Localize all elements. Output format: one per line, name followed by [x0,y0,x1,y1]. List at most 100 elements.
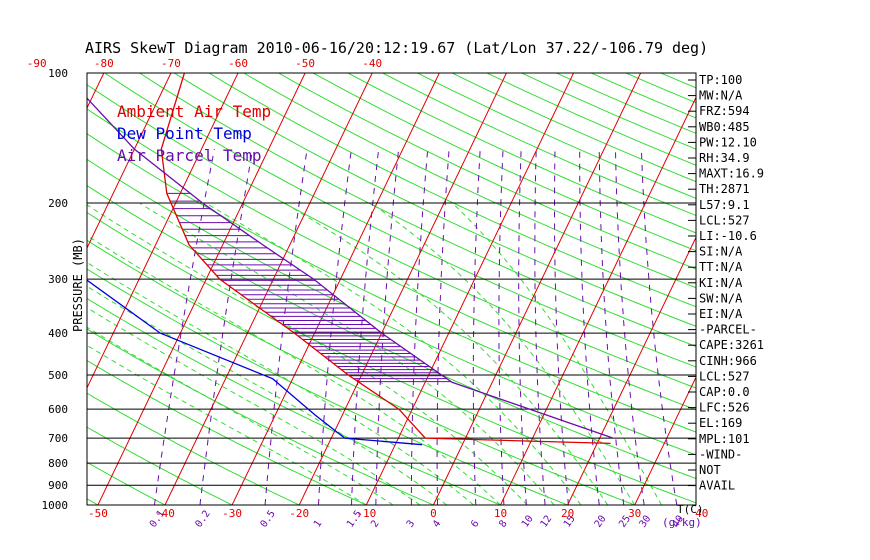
isotherm-line [97,73,306,505]
mixing-ratio-lines [153,149,678,505]
pressure-tick-label: 300 [48,273,68,286]
index-label: EI:N/A [699,307,743,321]
dry-adiabat-line [87,359,367,505]
legend-dew-point-temp: Dew Point Temp [117,124,252,143]
dry-adiabat-line [87,158,696,456]
bottom-temp-tick-label: -50 [88,507,108,520]
index-label: LI:-10.6 [699,229,757,243]
legend: Ambient Air Temp Dew Point Temp Air Parc… [117,102,271,165]
cape-hatching [166,192,451,383]
dry-adiabat-line [139,73,696,348]
moist-adiabat-line [370,202,636,505]
mixing-ratio-line [518,149,527,505]
index-label: SI:N/A [699,245,743,259]
moist-adiabat-line [87,285,448,505]
mixing-ratio-label: 6 [469,518,481,529]
isotherm-line [365,73,574,505]
index-label: TH:2871 [699,182,750,196]
isobars [87,73,696,505]
top-temp-tick-label: -90 [27,57,47,70]
dry-adiabat-line [87,392,300,505]
index-label: KI:N/A [699,276,743,290]
index-label: EL:169 [699,416,742,430]
mixing-ratio-line [579,149,600,505]
legend-air-parcel-temp: Air Parcel Temp [117,146,262,165]
bottom-temp-tick-label: 30 [628,507,641,520]
pressure-tick-label: 100 [48,67,68,80]
dry-adiabat-line [87,328,434,505]
mixing-ratio-line [640,149,678,505]
mixing-ratio-label: 4 [431,518,443,529]
mixing-ratio-line [351,149,380,505]
top-temp-tick-label: -60 [228,57,248,70]
moist-adiabat-line [87,204,528,505]
mixing-ratio-line [199,149,254,505]
bottom-temp-tick-label: 20 [561,507,574,520]
isotherm-line [567,236,696,505]
isotherm-line [500,96,696,505]
dry-adiabat-line [87,426,233,505]
isotherms [87,73,696,505]
dry-adiabat-line [382,73,696,217]
mixing-ratio-line [615,149,645,505]
index-label: CAP:0.0 [699,385,750,399]
mixing-ratio-label: 10 [520,514,536,530]
mixing-ratio-line [554,149,569,505]
temp-unit-label: T(C) [677,503,704,516]
dry-adiabat-line [0,73,31,505]
profile-lines [87,73,614,446]
mixing-ratio-label: 8 [497,518,509,529]
bottom-temp-tick-label: 0 [430,507,437,520]
isotherm-line [87,73,172,250]
index-label: FRZ:594 [699,104,750,118]
index-label: MW:N/A [699,89,743,103]
mixing-ratio-label: 0.2 [193,509,212,530]
index-label: TP:100 [699,73,742,87]
pressure-tick-label: 500 [48,369,68,382]
dry-adiabat-line [208,73,696,308]
pressure-tick-label: 1000 [42,499,69,512]
index-label: LCL:527 [699,369,750,383]
mixing-ratio-line [318,149,352,505]
bottom-temp-tick-label: -40 [155,507,175,520]
mixing-ratio-label: 1 [312,518,324,529]
mixing-ratio-label: 20 [593,514,609,530]
pressure-tick-label: 600 [48,403,68,416]
bottom-temp-tick-label: -10 [356,507,376,520]
mixing-ratio-line [410,149,429,505]
top-temp-tick-label: -40 [362,57,382,70]
bottom-temp-tick-label: -30 [222,507,242,520]
pressure-tick-label: 200 [48,197,68,210]
index-label: SW:N/A [699,291,743,305]
mixing-ratio-label: 12 [539,514,555,530]
dry-adiabat-line [87,133,696,433]
plot-area [0,73,696,505]
index-label: -WIND- [699,447,742,461]
bottom-temp-tick-label: 40 [695,507,708,520]
series-line [160,73,611,445]
dry-adiabat-line [87,461,166,505]
bottom-temp-tick-label: -20 [289,507,309,520]
dry-adiabat-line [104,73,696,368]
mixing-ratio-line [436,149,450,505]
index-label: CINH:966 [699,354,757,368]
chart-title: AIRS SkewT Diagram 2010-06-16/20:12:19.6… [85,39,708,57]
index-label: MPL:101 [699,432,750,446]
y-axis-label: PRESSURE (MB) [71,238,85,332]
mixing-ratio-line [534,149,546,505]
mixing-ratio-line [375,149,400,505]
index-label: L57:9.1 [699,198,750,212]
dry-adiabat-line [87,297,501,505]
pressure-tick-label: 700 [48,432,68,445]
index-label: AVAIL [699,479,735,493]
index-label: PW:12.10 [699,135,757,149]
top-temp-tick-label: -50 [295,57,315,70]
isotherm-line [298,73,507,505]
mixing-ratio-line [264,149,308,505]
isotherm-line [164,73,373,505]
legend-ambient-air-temp: Ambient Air Temp [117,102,271,121]
index-label: LCL:527 [699,213,750,227]
index-label: WB0:485 [699,120,750,134]
index-label: LFC:526 [699,401,750,415]
